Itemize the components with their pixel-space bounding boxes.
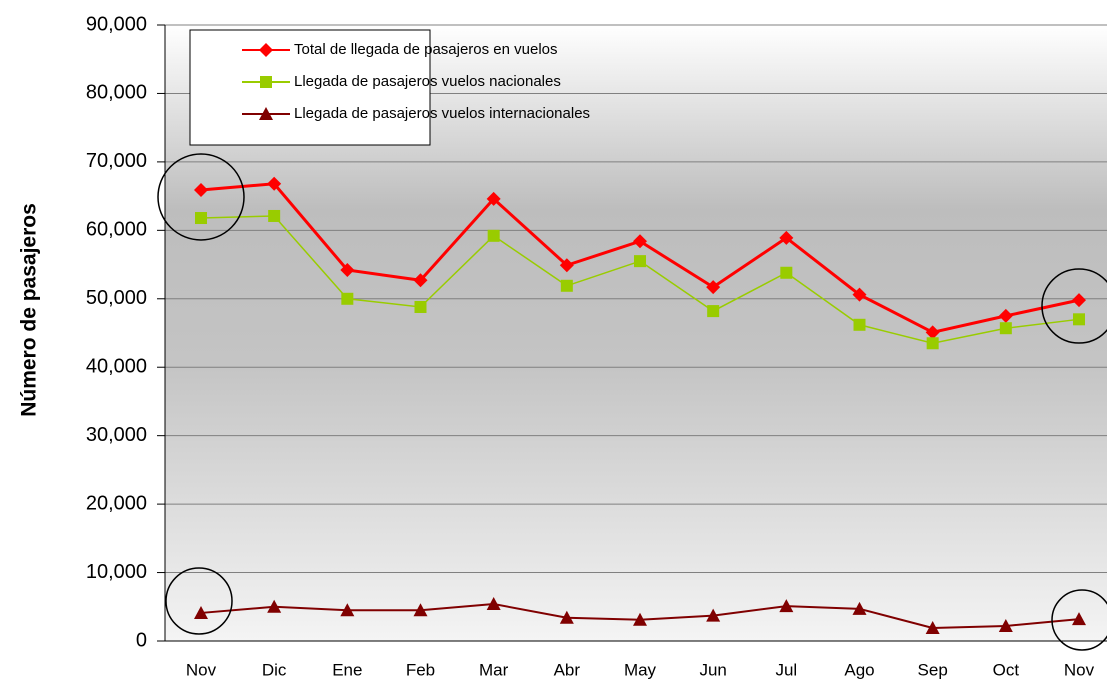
marker xyxy=(194,182,208,197)
x-tick-label: Nov xyxy=(1064,660,1095,679)
x-tick-label: Abr xyxy=(554,660,581,679)
y-axis-label: Número de pasajeros xyxy=(18,203,41,417)
marker xyxy=(268,209,281,222)
marker xyxy=(267,176,282,191)
marker xyxy=(559,610,574,624)
marker xyxy=(560,279,573,292)
marker xyxy=(633,234,647,249)
marker xyxy=(926,337,939,350)
x-tick-label: May xyxy=(624,660,657,679)
marker xyxy=(1073,313,1085,326)
x-tick-label: Oct xyxy=(993,660,1020,679)
marker xyxy=(341,292,354,305)
annotations xyxy=(157,153,1107,651)
marker xyxy=(779,599,794,613)
marker xyxy=(998,308,1013,323)
marker xyxy=(413,603,428,617)
marker xyxy=(998,618,1013,632)
marker xyxy=(852,287,867,302)
marker xyxy=(706,280,721,295)
y-tick-label: 30,000 xyxy=(86,424,147,446)
marker xyxy=(999,322,1012,335)
marker xyxy=(340,263,355,278)
legend-label: Total de llegada de pasajeros en vuelos xyxy=(294,41,558,58)
marker xyxy=(853,318,866,331)
marker xyxy=(559,258,574,273)
marker xyxy=(925,325,940,340)
y-tick-label: 90,000 xyxy=(86,13,147,35)
y-tick-label: 50,000 xyxy=(86,287,147,309)
marker xyxy=(925,620,940,634)
y-tick-label: 10,000 xyxy=(86,561,147,583)
marker xyxy=(1072,612,1086,626)
marker xyxy=(259,107,273,120)
highlight-circle xyxy=(1051,589,1107,651)
x-tick-label: Nov xyxy=(186,660,217,679)
x-tick-label: Ago xyxy=(844,660,874,679)
x-tick-label: Sep xyxy=(918,660,948,679)
marker xyxy=(707,305,720,318)
y-tick-label: 40,000 xyxy=(86,356,147,378)
y-tick-label: 20,000 xyxy=(86,492,147,514)
x-tick-label: Ene xyxy=(332,660,362,679)
marker xyxy=(487,229,500,242)
highlight-circle xyxy=(1041,268,1107,344)
x-tick-label: Jul xyxy=(775,660,797,679)
legend xyxy=(189,29,431,146)
marker xyxy=(780,266,793,279)
marker xyxy=(706,608,721,622)
x-tick-label: Feb xyxy=(406,660,435,679)
legend-label: Llegada de pasajeros vuelos internaciona… xyxy=(294,105,590,122)
marker xyxy=(852,601,867,615)
y-tick-label: 70,000 xyxy=(86,150,147,172)
marker xyxy=(634,255,646,268)
marker xyxy=(779,230,794,245)
marker xyxy=(260,76,272,88)
y-tick-label: 0 xyxy=(136,629,147,651)
x-tick-label: Mar xyxy=(479,660,509,679)
marker xyxy=(194,605,208,619)
legend-label: Llegada de pasajeros vuelos nacionales xyxy=(294,73,561,90)
marker xyxy=(259,43,273,57)
marker xyxy=(267,599,282,613)
highlight-circle xyxy=(165,567,233,635)
highlight-circle xyxy=(157,153,245,241)
marker xyxy=(413,273,428,288)
marker xyxy=(1072,293,1086,308)
marker xyxy=(486,597,501,611)
marker xyxy=(486,191,501,206)
y-tick-label: 60,000 xyxy=(86,219,147,241)
marker xyxy=(340,603,355,617)
x-tick-label: Jun xyxy=(699,660,726,679)
x-tick-label: Dic xyxy=(262,660,287,679)
marker xyxy=(414,300,427,313)
marker xyxy=(195,212,207,225)
marker xyxy=(633,612,647,626)
y-tick-label: 80,000 xyxy=(86,82,147,104)
